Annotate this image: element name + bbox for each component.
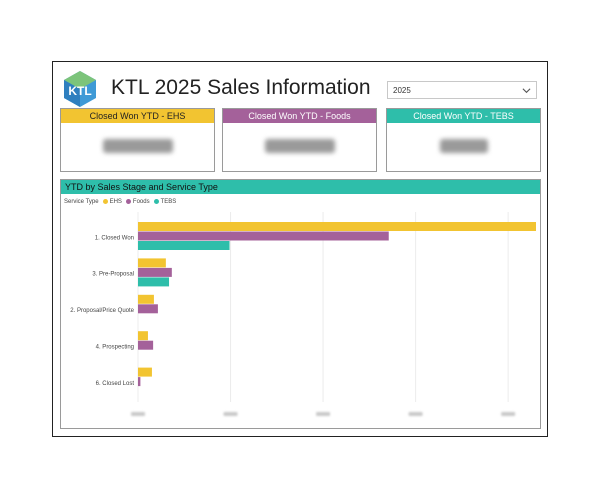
bar-tebs-2 (138, 277, 170, 287)
chevron-down-icon (522, 87, 531, 93)
bar-ehs-2 (138, 258, 166, 268)
legend-item-foods[interactable]: Foods (125, 199, 150, 205)
chart-legend: Service Type EHS Foods TEBS (64, 199, 176, 205)
kpi-card-foods: Closed Won YTD - Foods (222, 108, 377, 172)
sales-stage-chart-panel: 1. Closed Won 3. Pre-Proposal 2. Proposal/… (60, 179, 541, 429)
category-label: 6. Closed Lost (96, 381, 135, 387)
tick-label-redacted (131, 412, 145, 416)
bar-tebs-1 (138, 241, 230, 250)
year-filter-value: 2025 (393, 85, 411, 95)
tick-label-redacted (501, 412, 516, 416)
kpi-value-redacted (264, 139, 335, 153)
legend-title: Service Type (64, 199, 99, 206)
legend-item-ehs[interactable]: EHS (102, 199, 122, 205)
category-label: 3. Pre-Proposal (92, 272, 134, 278)
kpi-card-tebs-label: Closed Won YTD - TEBS (387, 109, 540, 123)
kpi-card-ehs: Closed Won YTD - EHS (60, 108, 215, 172)
tick-label-redacted (408, 412, 423, 416)
bar-foods-2 (138, 267, 172, 277)
logo-text: KTL (68, 84, 91, 98)
bar-foods-5 (138, 377, 141, 387)
sales-stage-chart: 1. Closed Won 3. Pre-Proposal 2. Proposal/… (70, 212, 536, 416)
category-label: 1. Closed Won (95, 235, 134, 241)
bar-ehs-4 (138, 331, 148, 341)
kpi-value-redacted (102, 139, 173, 153)
tick-label-redacted (223, 412, 238, 416)
dashboard-frame: KTL KTL 2025 Sales Information 2025 Clos… (52, 61, 548, 437)
legend-item-tebs[interactable]: TEBS (153, 199, 176, 205)
bar-foods-1 (138, 231, 389, 241)
ktl-logo: KTL (64, 71, 96, 107)
kpi-card-tebs: Closed Won YTD - TEBS (386, 108, 541, 172)
bar-foods-4 (138, 340, 154, 350)
kpi-value-redacted (439, 139, 488, 153)
page-title: KTL 2025 Sales Information (111, 76, 371, 99)
category-label: 4. Prospecting (96, 344, 134, 350)
kpi-card-ehs-label: Closed Won YTD - EHS (61, 109, 214, 123)
kpi-card-foods-label: Closed Won YTD - Foods (223, 109, 376, 123)
chart-title: YTD by Sales Stage and Service Type (61, 180, 540, 194)
year-filter-dropdown[interactable]: 2025 (387, 81, 537, 99)
bar-foods-3 (138, 304, 158, 314)
category-label: 2. Proposal/Price Quote (70, 308, 134, 314)
bar-ehs-1 (138, 222, 536, 231)
tick-label-redacted (316, 412, 331, 416)
bar-ehs-3 (138, 294, 154, 304)
bar-ehs-5 (138, 367, 152, 377)
